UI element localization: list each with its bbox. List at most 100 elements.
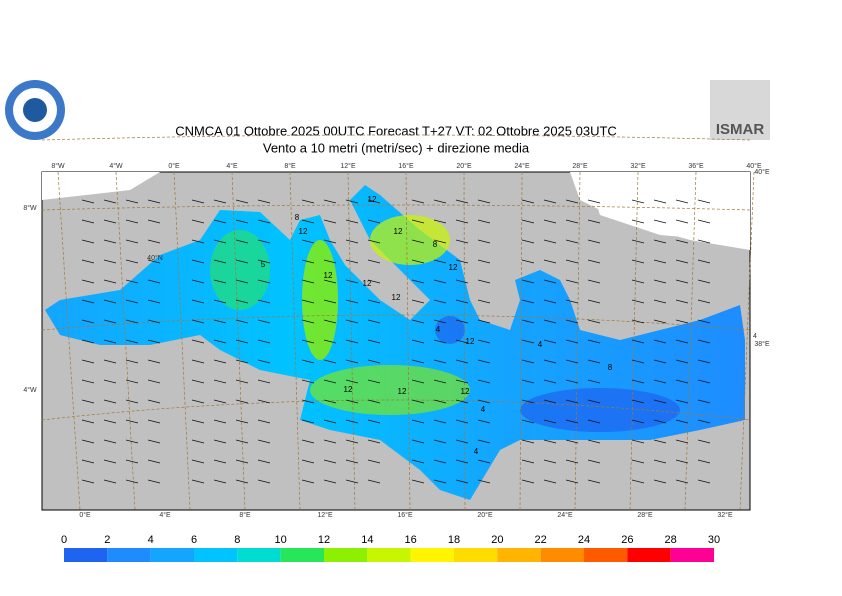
colorbar-segment — [150, 548, 194, 562]
wind-arrow — [653, 279, 667, 284]
wind-arrow — [587, 199, 601, 204]
wind-area — [370, 215, 450, 265]
wind-arrow — [477, 419, 491, 424]
wind-arrow — [213, 199, 227, 204]
wind-arrow — [675, 259, 689, 264]
wind-arrow — [257, 459, 271, 464]
graticule — [41, 399, 751, 421]
colorbar-segment — [454, 548, 498, 562]
wind-arrow — [433, 419, 447, 424]
wind-arrow — [565, 219, 579, 224]
wind-arrow — [411, 399, 425, 404]
wind-arrow — [301, 339, 315, 344]
wind-arrow — [235, 199, 249, 204]
colorbar-tick-label: 18 — [448, 534, 460, 546]
wind-arrow — [301, 219, 315, 224]
wind-arrow — [543, 399, 557, 404]
wind-arrow — [697, 199, 711, 204]
right-logo: ISMAR — [710, 80, 770, 140]
wind-arrow — [345, 219, 359, 224]
wind-arrow — [477, 259, 491, 264]
wind-arrow — [543, 319, 557, 324]
wind-arrow — [257, 259, 271, 264]
wind-arrow — [631, 279, 645, 284]
wind-arrow — [301, 479, 315, 484]
wind-arrow — [587, 379, 601, 384]
wind-arrow — [587, 259, 601, 264]
wind-arrow — [697, 279, 711, 284]
wind-arrow — [521, 219, 535, 224]
wind-arrow — [653, 399, 667, 404]
wind-arrow — [191, 479, 205, 484]
wind-arrow — [411, 459, 425, 464]
wind-arrow — [631, 379, 645, 384]
wind-arrow — [367, 239, 381, 244]
wind-arrow — [433, 219, 447, 224]
wind-arrow — [345, 299, 359, 304]
wind-arrow — [455, 279, 469, 284]
graticule — [41, 314, 751, 331]
wind-arrow — [455, 299, 469, 304]
wind-arrow — [631, 479, 645, 484]
wind-arrow — [81, 359, 95, 364]
wind-arrow — [653, 219, 667, 224]
wind-area — [210, 230, 270, 310]
wind-arrow — [213, 399, 227, 404]
wind-arrow — [675, 299, 689, 304]
wind-arrow — [411, 379, 425, 384]
wind-arrow — [81, 279, 95, 284]
contour-label: 12 — [299, 227, 308, 236]
wind-arrow — [103, 259, 117, 264]
wind-arrow — [587, 419, 601, 424]
wind-arrow — [323, 339, 337, 344]
wind-arrow — [213, 479, 227, 484]
wind-arrow — [697, 319, 711, 324]
contour-label: 12 — [392, 293, 401, 302]
wind-arrow — [653, 299, 667, 304]
wind-arrow — [81, 399, 95, 404]
wind-arrow — [367, 379, 381, 384]
graticule — [41, 134, 751, 141]
wind-arrow — [103, 239, 117, 244]
wind-arrow — [587, 279, 601, 284]
wind-arrow — [323, 239, 337, 244]
wind-arrow — [367, 219, 381, 224]
wind-arrow — [565, 259, 579, 264]
wind-arrow — [521, 239, 535, 244]
wind-area — [310, 365, 470, 415]
wind-arrow — [367, 279, 381, 284]
wind-arrow — [301, 419, 315, 424]
wind-arrow — [631, 319, 645, 324]
wind-arrow — [257, 399, 271, 404]
wind-arrow — [433, 199, 447, 204]
wind-arrow — [125, 359, 139, 364]
colorbar-tick-label: 16 — [405, 534, 417, 546]
wind-arrow — [147, 199, 161, 204]
wind-arrow — [477, 239, 491, 244]
wind-arrow — [323, 299, 337, 304]
wind-arrow — [697, 399, 711, 404]
wind-arrow — [411, 479, 425, 484]
wind-arrow — [191, 439, 205, 444]
contour-label: 12 — [394, 227, 403, 236]
wind-arrow — [653, 339, 667, 344]
wind-arrow — [301, 259, 315, 264]
left-logo — [5, 80, 65, 140]
wind-arrow — [411, 239, 425, 244]
contour-label: 4 — [474, 447, 479, 456]
wind-arrow — [477, 459, 491, 464]
wind-arrow — [235, 359, 249, 364]
wind-arrow — [411, 319, 425, 324]
wind-arrow — [147, 459, 161, 464]
wind-arrow — [213, 419, 227, 424]
wind-arrow — [521, 399, 535, 404]
wind-arrow — [565, 359, 579, 364]
wind-arrow — [653, 239, 667, 244]
wind-arrow — [345, 479, 359, 484]
wind-arrow — [323, 259, 337, 264]
wind-arrow — [477, 359, 491, 364]
colorbar-tick-label: 24 — [578, 534, 590, 546]
wind-arrow — [301, 379, 315, 384]
wind-arrow — [103, 379, 117, 384]
wind-arrow — [565, 319, 579, 324]
